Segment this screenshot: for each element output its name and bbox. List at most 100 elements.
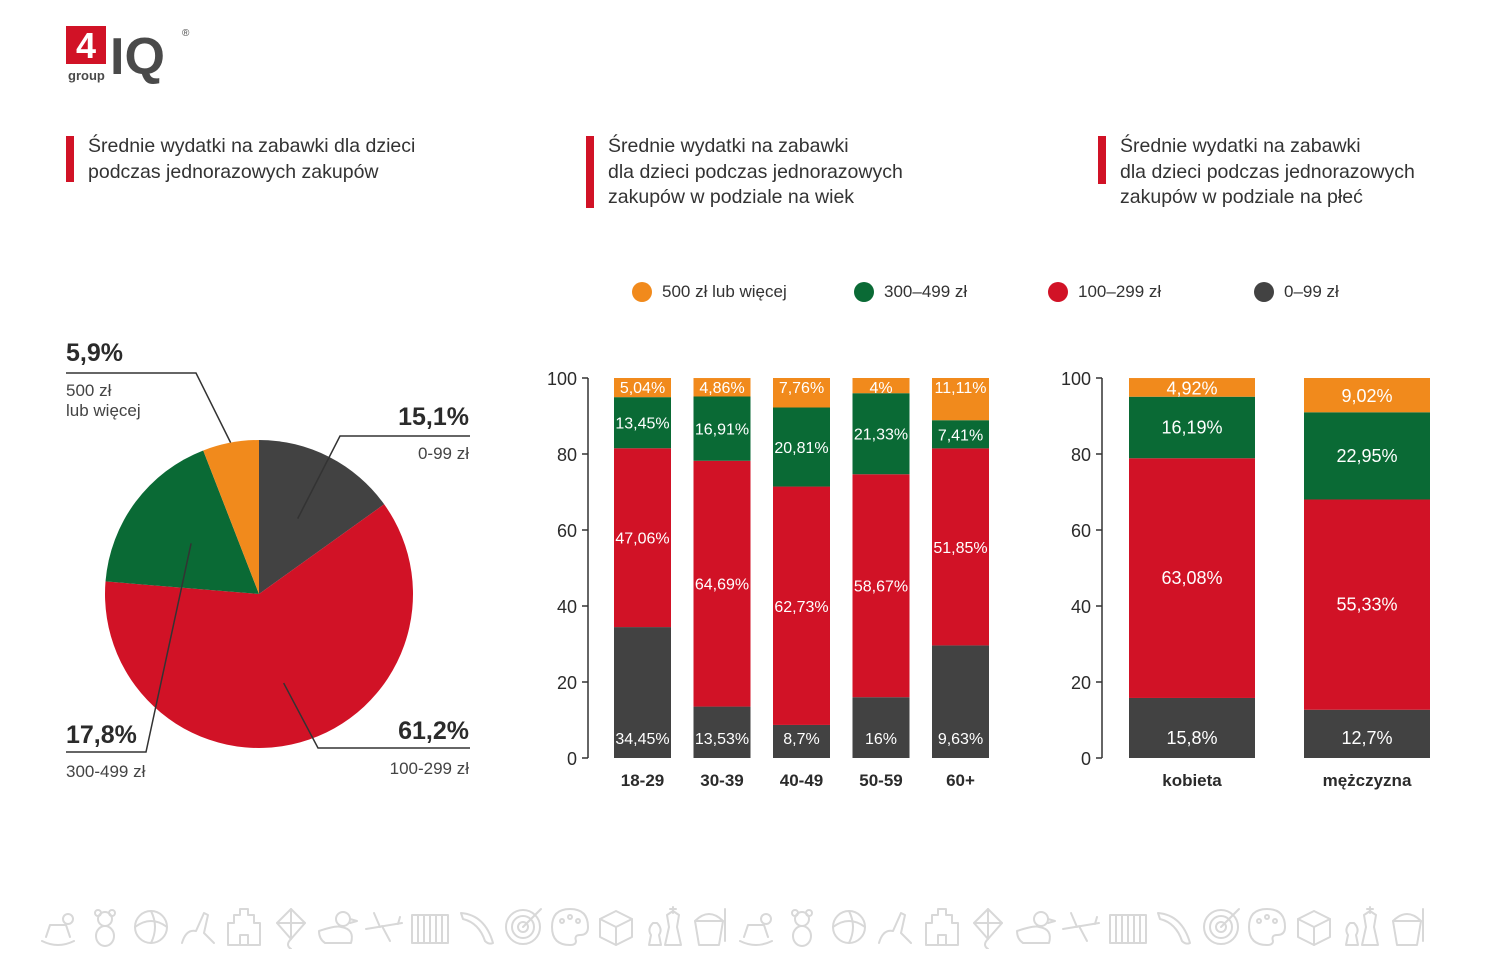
bar-value-label: 51,85%	[933, 540, 987, 557]
y-tick-label: 60	[557, 521, 577, 541]
palette-icon-part	[1256, 918, 1262, 924]
xylophone-icon-group	[1108, 914, 1147, 944]
castle-icon	[227, 908, 261, 946]
legend-item-100-299: 100–299 zł	[1048, 282, 1161, 302]
legend-item-300-499: 300–499 zł	[854, 282, 967, 302]
legend-swatch	[854, 282, 874, 302]
rocking-horse-icon-part	[41, 940, 75, 946]
palette-icon-part	[1248, 908, 1286, 946]
dice-icon-part	[599, 910, 633, 946]
chess-icon-part	[663, 910, 682, 946]
rocking-horse-icon-part	[62, 913, 74, 925]
pie-chart: 15,1% 0-99 zł 61,2% 100-299 zł 17,8% 300-499 …	[66, 339, 470, 781]
x-tick-label: 18-29	[621, 771, 664, 790]
bar-segment	[614, 397, 671, 449]
dice-icon-group	[599, 910, 633, 946]
legend-swatch	[1048, 282, 1068, 302]
palette-icon	[1248, 908, 1286, 946]
boomerang-icon-part	[459, 912, 494, 945]
target-icon-part	[522, 908, 542, 928]
ball-icon-part	[134, 910, 168, 944]
slice-value-label: 17,8%	[66, 721, 137, 749]
bar-segment	[1304, 412, 1430, 500]
chess-icon-part	[1361, 910, 1379, 946]
bar-segment	[693, 460, 751, 707]
legend-label: 500 zł lub więcej	[662, 282, 787, 301]
xylophone-icon	[411, 914, 449, 944]
leader-line	[66, 543, 192, 753]
teddy-bear-icon-part	[805, 909, 813, 917]
legend-swatch	[632, 282, 652, 302]
leader-line	[66, 372, 232, 443]
leader-line	[282, 682, 470, 749]
x-tick-label: 40-49	[780, 771, 823, 790]
y-tick-label: 80	[1071, 445, 1091, 465]
bar-segment	[932, 645, 989, 758]
sand-bucket-icon-part	[694, 913, 724, 922]
palette-icon-part	[558, 918, 565, 924]
boomerang-icon	[459, 912, 494, 945]
rubber-duck-icon	[318, 911, 358, 944]
kite-icon-group	[275, 908, 306, 949]
legend-label: 0–99 zł	[1284, 282, 1339, 301]
bar-value-label: 64,69%	[695, 577, 749, 594]
bar-value-label: 22,95%	[1336, 446, 1397, 466]
logo-mark: 4	[76, 26, 96, 66]
airplane-icon-part	[364, 922, 403, 930]
chess-icon-group	[647, 906, 682, 946]
dice-icon	[599, 910, 633, 946]
airplane-icon-part	[1062, 922, 1100, 930]
bar-value-label: 47,06%	[615, 531, 669, 548]
x-tick-label: 30-39	[700, 771, 743, 790]
sand-bucket-icon-part	[1391, 913, 1422, 922]
teddy-bear-icon	[791, 909, 813, 947]
castle-icon-part	[227, 908, 261, 946]
y-tick-label: 60	[1071, 521, 1091, 541]
boomerang-icon	[1157, 912, 1191, 945]
castle-icon-part	[924, 908, 959, 946]
xylophone-icon-group	[411, 914, 449, 944]
bar-segment	[852, 474, 910, 698]
bar-value-label: 16,19%	[1161, 417, 1222, 437]
palette-icon-group	[1248, 908, 1286, 946]
dice-icon-group	[1296, 910, 1331, 946]
rubber-duck-icon-part	[1046, 918, 1056, 924]
bar-segment	[852, 378, 910, 394]
ball-icon	[134, 910, 168, 944]
bar-value-label: 4,86%	[699, 380, 744, 397]
slice-value-label: 15,1%	[398, 403, 469, 431]
rubber-duck-icon-part	[1015, 925, 1051, 944]
bar-value-label: 58,67%	[854, 579, 908, 596]
palette-icon-part	[566, 914, 573, 920]
airplane-icon-group	[364, 912, 403, 942]
palette-icon-part	[550, 908, 589, 946]
kite-icon	[275, 908, 306, 949]
y-tick-label: 40	[557, 597, 577, 617]
ball-icon-group	[134, 910, 168, 944]
dinosaur-icon-group	[878, 912, 912, 944]
bar-segment	[773, 724, 830, 758]
palette-icon-part	[1272, 918, 1278, 924]
bar-segment	[852, 393, 910, 475]
chess-icon-group	[1345, 906, 1379, 946]
bar-value-label: 34,45%	[615, 731, 669, 748]
target-icon-part	[511, 915, 535, 939]
x-tick-label: kobieta	[1162, 771, 1222, 790]
bar-value-label: 7,41%	[938, 427, 983, 444]
bar-value-label: 13,45%	[615, 416, 669, 433]
rubber-duck-icon-part	[335, 911, 351, 927]
ball-icon-part	[134, 920, 168, 928]
sand-bucket-icon-group	[694, 908, 726, 946]
pie-slice	[203, 440, 259, 594]
target-icon-group	[505, 908, 542, 945]
rubber-duck-icon-part	[318, 925, 353, 944]
ball-icon	[831, 910, 866, 944]
kite-icon-group	[973, 908, 1003, 949]
teddy-bear-icon-part	[94, 925, 115, 947]
target-icon-part	[505, 909, 541, 945]
bar-segment	[1129, 458, 1255, 698]
rocking-horse-icon-part	[759, 913, 772, 925]
sand-bucket-icon	[1391, 908, 1424, 946]
slice-name-label: 100-299 zł	[390, 759, 470, 778]
